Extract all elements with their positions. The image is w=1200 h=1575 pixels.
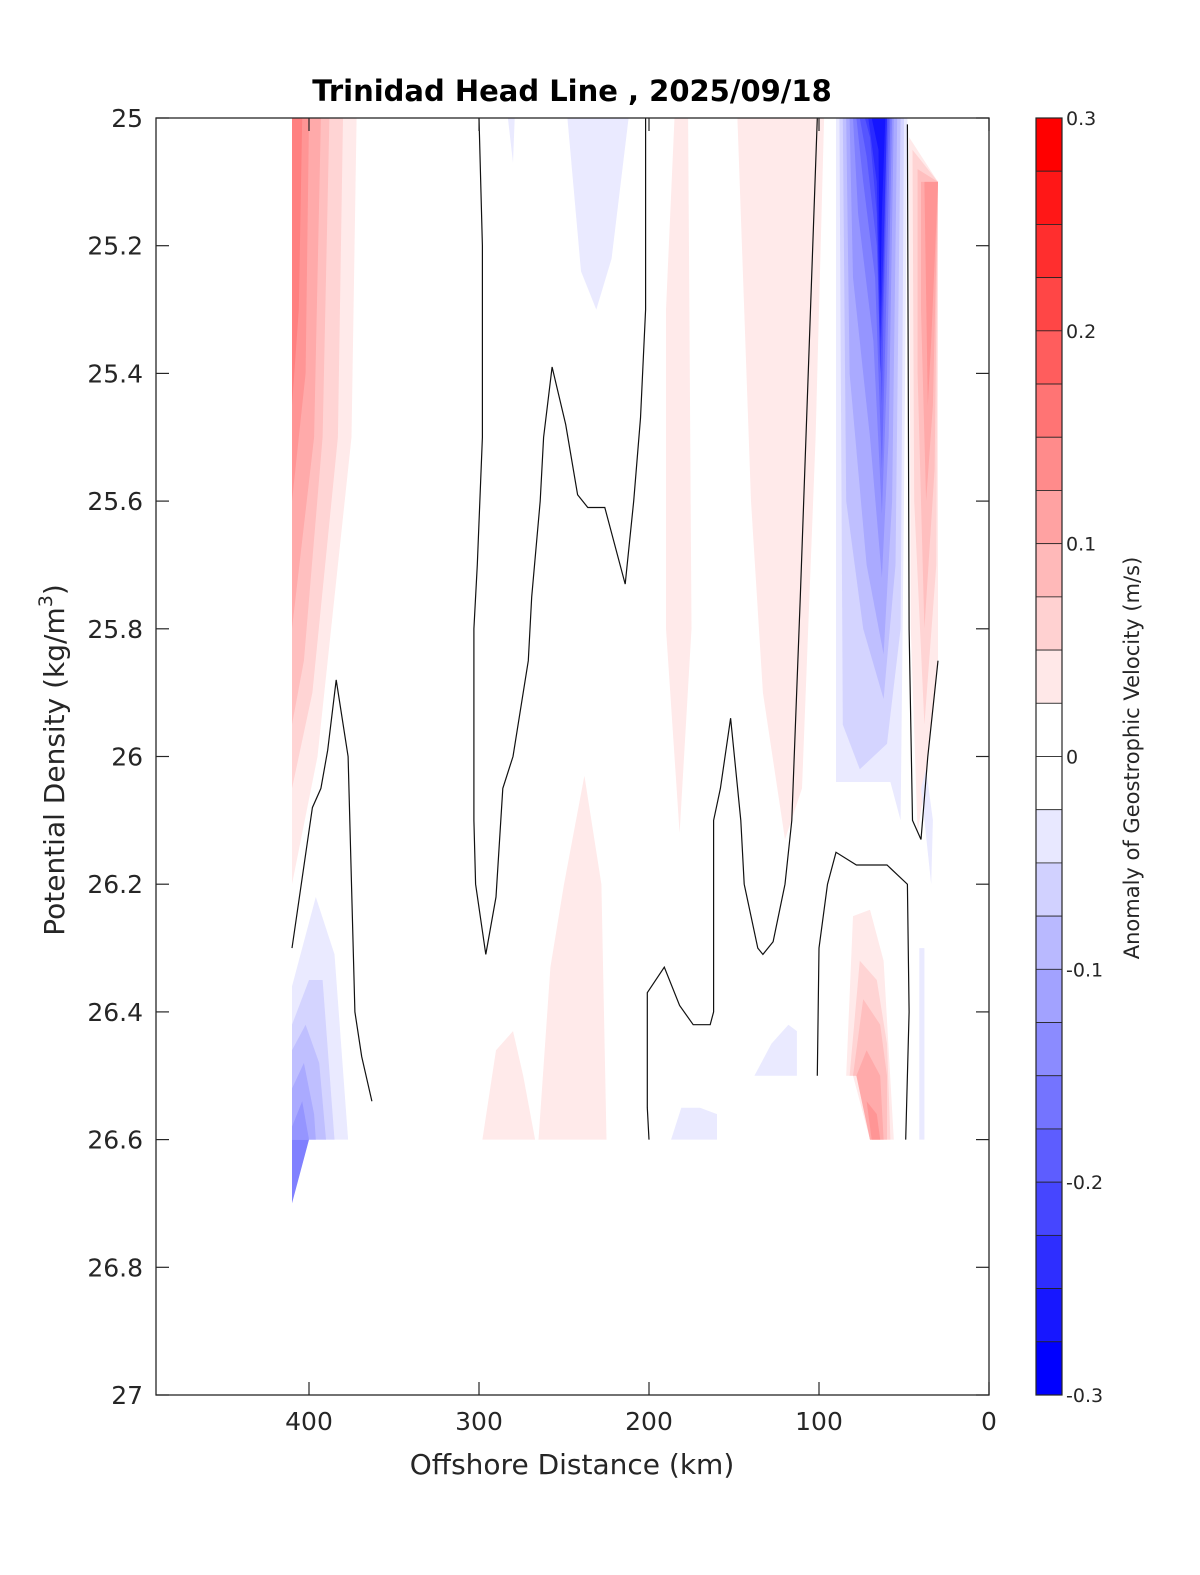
filled-contours [292, 118, 938, 1204]
contour-region-coast-blue-b [919, 948, 925, 1140]
y-tick-label: 25.8 [87, 615, 143, 644]
colorbar-band [1035, 649, 1063, 704]
contour-region-offshore-red-6 [292, 118, 303, 406]
colorbar-band [1035, 277, 1063, 332]
colorbar-band [1035, 543, 1063, 598]
contour-region-shelf-red-5 [866, 1101, 881, 1140]
colorbar-band [1035, 170, 1063, 225]
y-axis: 25 25.2 25.4 25.6 25.8 26 26.2 26.4 26.6 26.8 27 [87, 104, 989, 1410]
y-axis-label-suffix: ) [38, 584, 71, 595]
colorbar-band [1035, 862, 1063, 917]
y-tick-label: 26.4 [87, 998, 143, 1027]
colorbar-band [1035, 1022, 1063, 1077]
contour-region-coast-red-5 [924, 181, 938, 406]
colorbar-band [1035, 968, 1063, 1023]
colorbar-tick-label: -0.2 [1066, 1172, 1103, 1194]
x-tick-label: 0 [981, 1407, 997, 1436]
y-tick-label: 27 [111, 1381, 143, 1410]
y-tick-label: 25.4 [87, 359, 143, 388]
y-tick-label: 25.2 [87, 232, 143, 261]
y-tick-label: 26.6 [87, 1126, 143, 1155]
colorbar: 0.3 0.2 0.1 0 -0.1 -0.2 -0.3 [1035, 108, 1103, 1407]
colorbar-tick-label: -0.3 [1066, 1385, 1103, 1407]
contour-region-mid-blue-a [507, 118, 515, 163]
contour-region-mid-blue-b [567, 118, 629, 310]
colorbar-band [1035, 117, 1063, 172]
colorbar-tick-label: 0.2 [1066, 321, 1096, 343]
colorbar-band [1035, 915, 1063, 970]
colorbar-band [1035, 1181, 1063, 1236]
zero-contour-2 [473, 118, 647, 955]
colorbar-band [1035, 1128, 1063, 1183]
colorbar-band [1035, 383, 1063, 438]
x-tick-label: 300 [455, 1407, 503, 1436]
y-axis-label-main: Potential Density (kg/m [38, 607, 71, 936]
colorbar-band [1035, 809, 1063, 864]
colorbar-band [1035, 1288, 1063, 1343]
colorbar-band [1035, 330, 1063, 385]
y-axis-label-superscript: 3 [35, 595, 57, 607]
colorbar-band [1035, 756, 1063, 811]
zero-contour-lines [291, 118, 939, 1140]
y-tick-label: 26.2 [87, 870, 143, 899]
colorbar-band [1035, 436, 1063, 491]
colorbar-band [1035, 596, 1063, 651]
colorbar-tick-label: -0.1 [1066, 959, 1103, 981]
y-tick-label: 26.8 [87, 1253, 143, 1282]
colorbar-band [1035, 1234, 1063, 1289]
y-axis-label: Potential Density (kg/m3) [35, 584, 71, 936]
colorbar-band [1035, 224, 1063, 279]
y-tick-label: 26 [111, 743, 143, 772]
colorbar-band [1035, 1075, 1063, 1130]
contour-region-mid-blue-c [754, 1024, 797, 1076]
contour-region-mid-red-c [538, 775, 607, 1140]
x-axis-label: Offshore Distance (km) [410, 1448, 735, 1481]
colorbar-band [1035, 1341, 1063, 1396]
contour-region-mid-red-b [737, 118, 825, 840]
colorbar-band [1035, 490, 1063, 545]
y-tick-label: 25.6 [87, 487, 143, 516]
contour-region-jet-blue-11 [871, 118, 886, 310]
chart-title: Trinidad Head Line , 2025/09/18 [312, 74, 832, 108]
contour-region-offshore-blue-6 [292, 1139, 309, 1204]
x-tick-label: 400 [285, 1407, 333, 1436]
colorbar-band [1035, 702, 1063, 757]
colorbar-label: Anomaly of Geostrophic Velocity (m/s) [1120, 557, 1144, 960]
x-tick-label: 200 [625, 1407, 673, 1436]
contour-region-mid-red-a [666, 118, 692, 834]
y-tick-label: 25 [111, 104, 143, 133]
zero-contour-3 [646, 118, 818, 1140]
colorbar-tick-label: 0.3 [1066, 108, 1096, 130]
zero-contour-5 [906, 124, 939, 840]
zero-contour-1 [291, 679, 373, 1102]
contour-region-mid-red-d [482, 1031, 536, 1140]
contour-region-mid-blue-d [671, 1107, 717, 1140]
zero-contour-4 [816, 851, 910, 1140]
colorbar-tick-label: 0 [1066, 747, 1078, 769]
colorbar-tick-label: 0.1 [1066, 534, 1096, 556]
x-tick-label: 100 [795, 1407, 843, 1436]
x-axis: 400 300 200 100 0 [285, 118, 997, 1436]
contour-region-offshore-blue-5 [292, 1101, 309, 1140]
colorbar-frame [1035, 117, 1063, 1396]
